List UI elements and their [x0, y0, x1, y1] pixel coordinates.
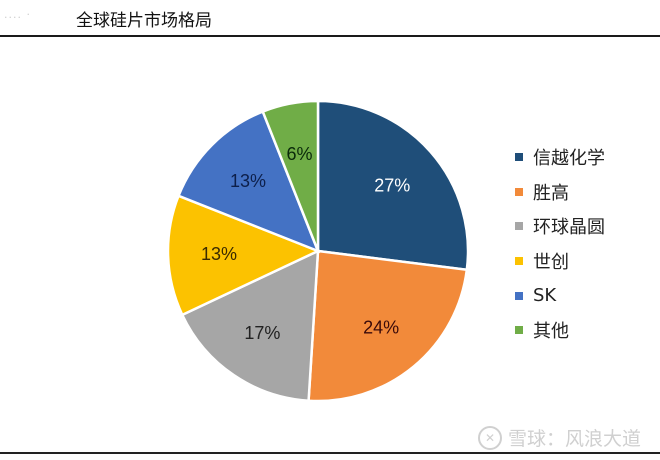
legend-label: 胜高 — [533, 182, 569, 204]
pie-slice — [261, 99, 320, 252]
legend-swatch — [515, 291, 523, 300]
legend-label: 世创 — [533, 252, 569, 274]
pie-slice — [166, 194, 322, 317]
legend-swatch — [515, 153, 523, 162]
legend: 信越化学 胜高 环球晶圆 世创 SK 其他 — [515, 140, 605, 348]
legend-swatch — [515, 187, 523, 196]
legend-swatch — [515, 326, 523, 335]
slice-label: 6% — [286, 144, 312, 164]
legend-item: 其他 — [515, 313, 605, 348]
legend-label: 信越化学 — [533, 148, 605, 170]
pie-slice — [307, 249, 469, 403]
pie-slice — [316, 99, 470, 272]
legend-item: SK — [515, 278, 605, 313]
legend-swatch — [515, 257, 523, 266]
legend-item: 胜高 — [515, 175, 605, 210]
legend-label: SK — [533, 285, 557, 307]
snowball-logo-icon: ✕ — [478, 425, 502, 450]
watermark: ✕ 雪球：风浪大道 — [478, 424, 641, 451]
chart-title: 全球硅片市场格局 — [76, 11, 212, 31]
slice-label: 24% — [363, 317, 399, 337]
pie-slice — [180, 248, 320, 403]
legend-label: 其他 — [533, 321, 569, 343]
bottom-divider — [0, 452, 660, 454]
slice-label: 27% — [374, 176, 410, 196]
legend-item: 环球晶圆 — [515, 209, 605, 244]
legend-swatch — [515, 222, 523, 231]
header-prefix: .... · — [4, 8, 31, 21]
slice-label: 13% — [201, 244, 237, 264]
top-divider — [0, 35, 660, 37]
legend-item: 世创 — [515, 244, 605, 279]
slice-label: 17% — [244, 323, 280, 343]
slice-label: 13% — [230, 171, 266, 191]
legend-item: 信越化学 — [515, 140, 605, 175]
legend-label: 环球晶圆 — [533, 217, 605, 239]
watermark-text: 雪球：风浪大道 — [508, 428, 642, 450]
pie-slice — [176, 109, 321, 254]
